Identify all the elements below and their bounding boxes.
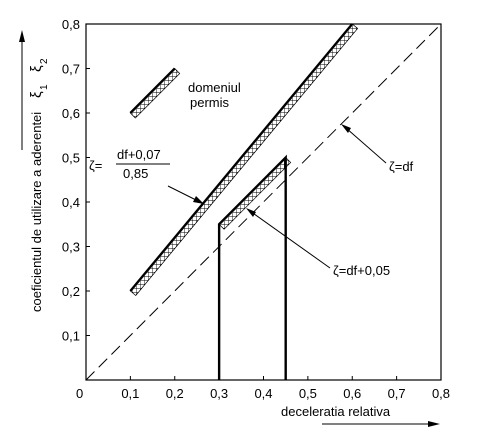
y-tick-label: 0,3 bbox=[62, 240, 80, 255]
y-tick-label: 0,1 bbox=[62, 329, 80, 344]
y-axis-label: coeficientul de utilizare a aderentei bbox=[29, 112, 44, 312]
formula-diagonal: ζ=df bbox=[389, 159, 414, 174]
x-tick-label: 0,5 bbox=[299, 386, 317, 401]
tick-layer: 0,1 0,2 0,3 0,4 0,5 0,6 0,7 0,8 0,1 0,2 0,3 0,4 0,5 0… bbox=[62, 17, 450, 401]
x-axis-label: deceleratia relativa bbox=[281, 404, 391, 419]
formula-lower-leader bbox=[249, 210, 331, 269]
y-tick-label: 0,5 bbox=[62, 151, 80, 166]
y-axis-arrowhead bbox=[19, 30, 25, 42]
y-tick-label: 0,7 bbox=[62, 62, 80, 77]
formula-upper-lhs: ζ= bbox=[89, 158, 102, 173]
lower-hatch-band bbox=[218, 157, 292, 230]
legend-hatch-band bbox=[129, 68, 181, 119]
formula-lower-arrowhead bbox=[246, 208, 256, 217]
x-tick-label: 0,1 bbox=[121, 386, 139, 401]
hatch-layer bbox=[129, 23, 359, 296]
origin-label: 0 bbox=[76, 386, 83, 401]
x-tick-label: 0,7 bbox=[388, 386, 406, 401]
y-tick-label: 0,2 bbox=[62, 284, 80, 299]
series-diag bbox=[85, 23, 442, 381]
formula-diagonal-arrowhead bbox=[341, 124, 351, 133]
x-axis-arrowhead bbox=[428, 421, 440, 427]
x-tick-label: 0,4 bbox=[254, 386, 272, 401]
formula-upper-arrowhead bbox=[193, 196, 204, 204]
formula-diagonal-leader bbox=[345, 127, 387, 164]
x-tick-label: 0,2 bbox=[166, 386, 184, 401]
xi-1-subscript: 1 bbox=[39, 84, 50, 90]
x-tick-label: 0,3 bbox=[210, 386, 228, 401]
domain-label-line2: permis bbox=[190, 95, 230, 110]
y-axis-symbols: ξ 1 ξ 2 bbox=[28, 58, 50, 98]
series-lower bbox=[217, 154, 287, 380]
series-upper bbox=[129, 23, 354, 292]
legend-sample-line bbox=[129, 67, 176, 114]
xi-2-subscript: 2 bbox=[39, 58, 50, 64]
y-tick-label: 0,8 bbox=[62, 17, 80, 32]
x-tick-label: 0,6 bbox=[343, 386, 361, 401]
y-axis-label-group: coeficientul de utilizare a aderentei bbox=[29, 112, 44, 312]
x-tick-label: 0,8 bbox=[432, 386, 450, 401]
formula-upper-numerator: df+0,07 bbox=[117, 147, 161, 162]
domain-label-line1: domeniul bbox=[188, 80, 241, 95]
formula-upper-denominator: 0,85 bbox=[123, 166, 148, 181]
y-tick-label: 0,6 bbox=[62, 106, 80, 121]
formula-lower: ζ=df+0,05 bbox=[333, 263, 390, 278]
xi-2-symbol: ξ bbox=[28, 65, 45, 72]
series-layer bbox=[85, 23, 442, 381]
upper-hatch-band bbox=[129, 23, 359, 296]
y-tick-label: 0,4 bbox=[62, 195, 80, 210]
xi-1-symbol: ξ bbox=[28, 91, 45, 98]
